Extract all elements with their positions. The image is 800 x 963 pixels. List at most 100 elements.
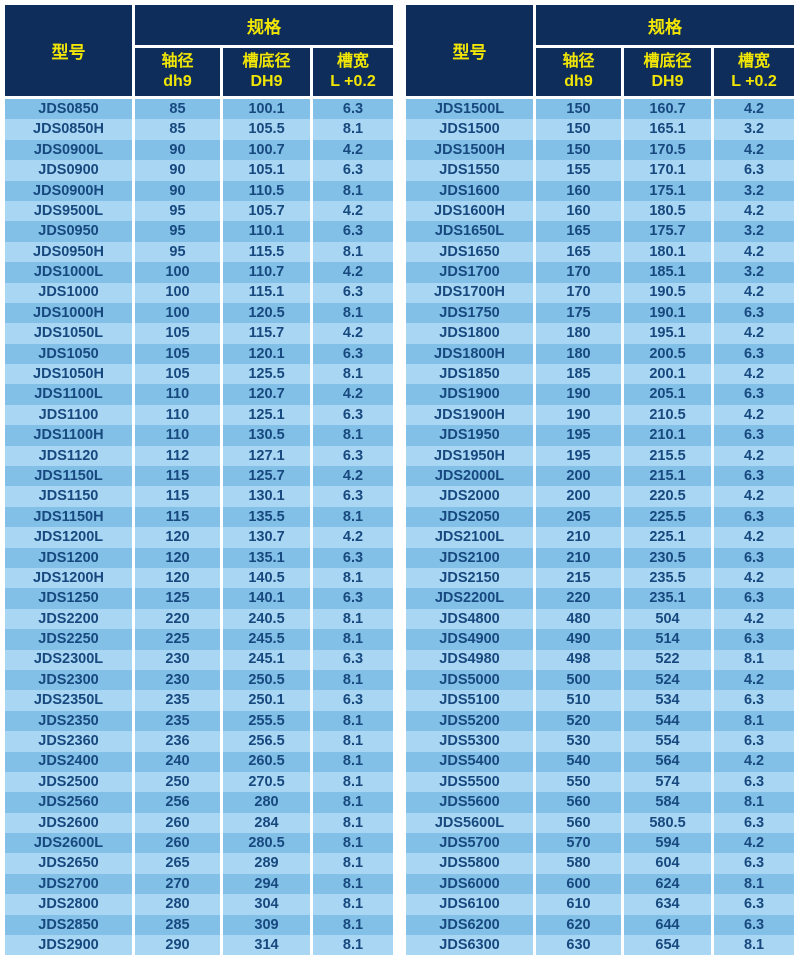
shaft-diameter-cell: 180 (536, 323, 625, 344)
table-row: JDS5200 520 544 8.1 (406, 710, 795, 732)
groove-bottom-diameter-cell: 130.7 (223, 527, 313, 548)
groove-bottom-diameter-cell: 314 (223, 935, 313, 956)
groove-width-cell: 8.1 (313, 241, 394, 263)
table-row: JDS1650L 165 175.7 3.2 (406, 221, 795, 242)
model-cell: JDS1500L (406, 99, 537, 120)
model-cell: JDS1000L (5, 262, 135, 283)
table-row: JDS0950H 95 115.5 8.1 (5, 241, 394, 263)
shaft-diameter-cell: 115 (135, 506, 223, 528)
table-row: JDS2250 225 245.5 8.1 (5, 629, 394, 650)
model-cell: JDS1120 (5, 445, 135, 467)
groove-bottom-diameter-cell: 256.5 (223, 731, 313, 752)
shaft-diameter-cell: 280 (135, 894, 223, 915)
groove-bottom-diameter-cell: 544 (624, 710, 715, 732)
groove-width-cell: 8.1 (714, 935, 795, 956)
table-header: 型号 规格 轴径 dh9 槽底径 DH9 槽宽 L +0.2 (5, 5, 394, 99)
table-row: JDS2150 215 235.5 4.2 (406, 567, 795, 589)
groove-bottom-diameter-cell: 105.7 (223, 200, 313, 222)
shaft-diameter-cell: 235 (135, 690, 223, 711)
groove-bottom-diameter-cell: 280.5 (223, 833, 313, 854)
groove-bottom-diameter-cell: 210.1 (624, 425, 715, 446)
model-cell: JDS1650 (406, 241, 537, 263)
table-row: JDS1200H 120 140.5 8.1 (5, 567, 394, 589)
table-row: JDS2360 236 256.5 8.1 (5, 731, 394, 752)
spec-group-header: 规格 (135, 5, 394, 48)
shaft-diameter-cell: 120 (135, 547, 223, 568)
table-row: JDS1100 110 125.1 6.3 (5, 404, 394, 426)
model-cell: JDS1100L (5, 384, 135, 405)
groove-width-cell: 6.3 (313, 160, 394, 181)
table-row: JDS1650 165 180.1 4.2 (406, 241, 795, 263)
groove-bottom-diameter-cell: 534 (624, 690, 715, 711)
table-row: JDS1150L 115 125.7 4.2 (5, 466, 394, 487)
table-row: JDS1050 105 120.1 6.3 (5, 343, 394, 365)
table-row: JDS1120 112 127.1 6.3 (5, 445, 394, 467)
shaft-diameter-cell: 100 (135, 262, 223, 283)
model-cell: JDS6100 (406, 894, 537, 915)
shaft-diameter-cell: 570 (536, 833, 625, 854)
groove-width-cell: 6.3 (714, 588, 795, 609)
groove-width-cell: 8.1 (313, 567, 394, 589)
model-cell: JDS1200 (5, 547, 135, 568)
table-row: JDS6100 610 634 6.3 (406, 894, 795, 915)
model-cell: JDS0900H (5, 180, 135, 201)
groove-bottom-diameter-cell: 284 (223, 812, 313, 834)
groove-width-label-cn: 槽宽 (337, 53, 370, 70)
groove-bottom-diameter-cell: 280 (223, 792, 313, 813)
shaft-diameter-cell: 256 (135, 792, 223, 813)
groove-bottom-diameter-cell: 270.5 (223, 771, 313, 793)
shaft-diameter-cell: 90 (135, 160, 223, 181)
shaft-diameter-cell: 265 (135, 853, 223, 874)
table-row: JDS2560 256 280 8.1 (5, 792, 394, 813)
groove-width-header: 槽宽 L +0.2 (714, 48, 795, 99)
table-row: JDS1750 175 190.1 6.3 (406, 302, 795, 324)
groove-width-cell: 4.2 (714, 282, 795, 303)
groove-width-cell: 4.2 (714, 751, 795, 772)
shaft-diameter-cell: 200 (536, 486, 625, 507)
groove-width-cell: 6.3 (714, 812, 795, 834)
model-cell: JDS1750 (406, 302, 537, 324)
shaft-diameter-cell: 230 (135, 649, 223, 670)
shaft-diameter-cell: 205 (536, 506, 625, 528)
groove-bottom-diameter-cell: 125.1 (223, 404, 313, 426)
groove-width-cell: 4.2 (714, 404, 795, 426)
groove-bottom-diameter-cell: 220.5 (624, 486, 715, 507)
shaft-diameter-cell: 260 (135, 833, 223, 854)
groove-bottom-diameter-cell: 240.5 (223, 608, 313, 630)
shaft-diameter-cell: 285 (135, 914, 223, 936)
table-row: JDS1600H 160 180.5 4.2 (406, 200, 795, 222)
groove-bottom-diameter-cell: 105.5 (223, 119, 313, 140)
table-row: JDS2050 205 225.5 6.3 (406, 506, 795, 528)
groove-width-header: 槽宽 L +0.2 (313, 48, 394, 99)
groove-width-cell: 8.1 (313, 873, 394, 895)
shaft-diameter-cell: 190 (536, 404, 625, 426)
groove-width-cell: 8.1 (313, 506, 394, 528)
groove-bottom-diameter-cell: 125.7 (223, 466, 313, 487)
groove-width-cell: 8.1 (313, 812, 394, 834)
table-row: JDS6300 630 654 8.1 (406, 935, 795, 956)
groove-width-cell: 6.3 (313, 649, 394, 670)
table-row: JDS1800 180 195.1 4.2 (406, 323, 795, 344)
shaft-diameter-cell: 170 (536, 262, 625, 283)
groove-width-cell: 8.1 (313, 853, 394, 874)
shaft-diameter-cell: 560 (536, 812, 625, 834)
groove-bottom-diameter-cell: 225.1 (624, 527, 715, 548)
model-cell: JDS2050 (406, 506, 537, 528)
model-cell: JDS1200H (5, 567, 135, 589)
shaft-diameter-cell: 160 (536, 180, 625, 201)
model-cell: JDS1950 (406, 425, 537, 446)
groove-width-cell: 3.2 (714, 221, 795, 242)
groove-bottom-diameter-cell: 604 (624, 853, 715, 874)
shaft-diameter-cell: 235 (135, 710, 223, 732)
model-cell: JDS2000L (406, 466, 537, 487)
groove-bottom-diameter-cell: 140.5 (223, 567, 313, 589)
groove-bottom-diameter-cell: 654 (624, 935, 715, 956)
shaft-diameter-cell: 610 (536, 894, 625, 915)
groove-width-cell: 8.1 (313, 935, 394, 956)
table-row: JDS1500H 150 170.5 4.2 (406, 139, 795, 161)
shaft-diameter-cell: 185 (536, 364, 625, 385)
groove-width-cell: 4.2 (714, 241, 795, 263)
model-cell: JDS2350 (5, 710, 135, 732)
groove-bottom-diameter-cell: 309 (223, 914, 313, 936)
